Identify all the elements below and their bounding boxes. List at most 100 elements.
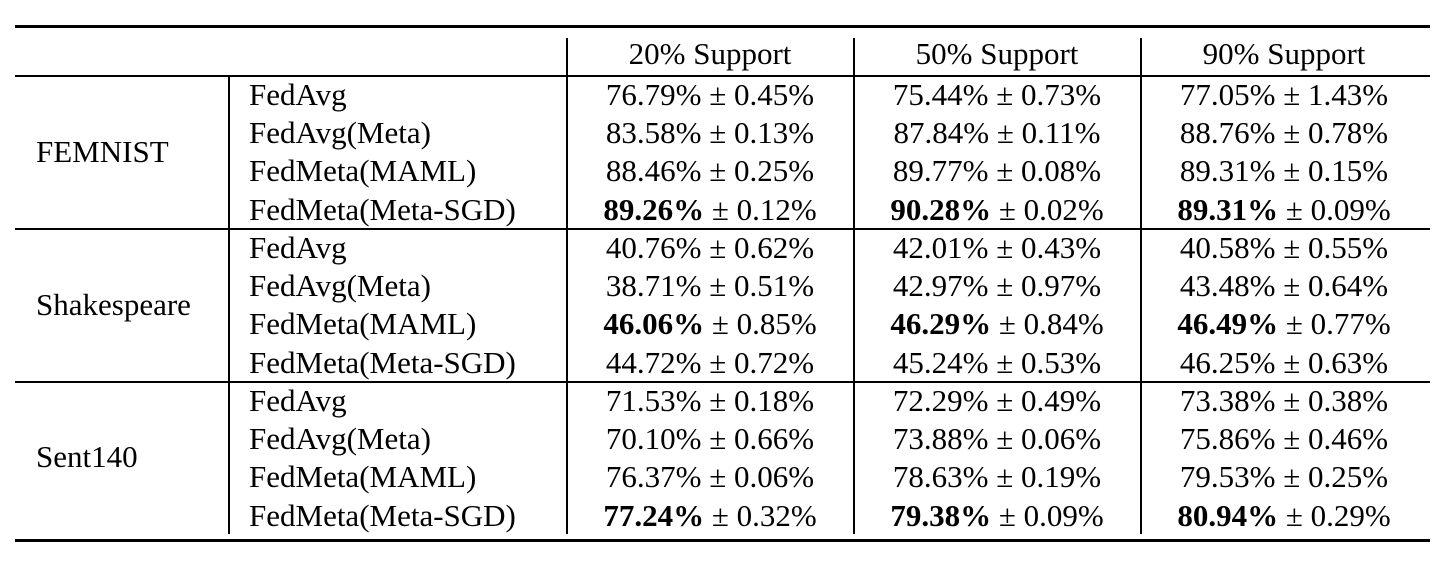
std-value: ± 0.77% [1285, 306, 1391, 341]
mean-value: 70.10% [605, 421, 702, 456]
mean-value: 89.31% [1179, 153, 1276, 188]
std-value: ± 0.32% [711, 498, 817, 533]
std-value: ± 0.08% [996, 153, 1102, 188]
mean-value: 71.53% [605, 383, 702, 418]
result-cell: 46.49% ± 0.77% [1177, 305, 1390, 343]
result-cell: 88.46% ± 0.25% [606, 152, 814, 190]
std-value: ± 0.62% [709, 230, 815, 265]
std-value: ± 0.55% [1283, 230, 1389, 265]
mean-value: 43.48% [1179, 268, 1276, 303]
std-value: ± 0.46% [1283, 421, 1389, 456]
column-divider [566, 38, 568, 534]
method-label: FedAvg [249, 230, 347, 265]
mean-value: 72.29% [892, 383, 989, 418]
method-label: FedMeta(Meta-SGD) [249, 192, 516, 227]
column-divider [1140, 38, 1142, 534]
std-value: ± 0.45% [709, 77, 815, 112]
result-cell: 89.26% ± 0.12% [603, 191, 816, 229]
result-cell: 80.94% ± 0.29% [1177, 497, 1390, 535]
method-label: FedMeta(Meta-SGD) [249, 345, 516, 380]
dataset-label: FEMNIST [36, 134, 169, 169]
column-divider [853, 38, 855, 534]
std-value: ± 0.11% [996, 115, 1101, 150]
mean-value: 46.25% [1179, 345, 1276, 380]
best-mean-value: 90.28% [890, 192, 992, 227]
column-header-90-support: 90% Support [1202, 36, 1366, 71]
method-label: FedMeta(MAML) [249, 459, 477, 494]
mean-value: 42.01% [892, 230, 989, 265]
result-cell: 89.77% ± 0.08% [893, 152, 1101, 190]
mean-value: 83.58% [605, 115, 702, 150]
best-mean-value: 77.24% [603, 498, 705, 533]
std-value: ± 0.06% [709, 459, 815, 494]
mean-value: 73.38% [1179, 383, 1276, 418]
result-cell: 75.44% ± 0.73% [893, 76, 1101, 114]
result-cell: 40.58% ± 0.55% [1180, 229, 1388, 267]
method-label: FedMeta(MAML) [249, 306, 477, 341]
std-value: ± 0.97% [996, 268, 1102, 303]
result-cell: 73.38% ± 0.38% [1180, 382, 1388, 420]
mean-value: 45.24% [892, 345, 989, 380]
column-header-20-support: 20% Support [628, 36, 792, 71]
mean-value: 40.58% [1179, 230, 1276, 265]
mean-value: 40.76% [605, 230, 702, 265]
method-label: FedAvg(Meta) [249, 115, 431, 150]
result-cell: 46.29% ± 0.84% [890, 305, 1103, 343]
result-cell: 38.71% ± 0.51% [606, 267, 814, 305]
std-value: ± 0.19% [996, 459, 1102, 494]
best-mean-value: 89.31% [1177, 192, 1279, 227]
result-cell: 46.06% ± 0.85% [603, 305, 816, 343]
method-label: FedMeta(MAML) [249, 153, 477, 188]
column-header-50-support: 50% Support [915, 36, 1079, 71]
result-cell: 76.79% ± 0.45% [606, 76, 814, 114]
mean-value: 44.72% [605, 345, 702, 380]
result-cell: 76.37% ± 0.06% [606, 458, 814, 496]
std-value: ± 0.66% [709, 421, 815, 456]
std-value: ± 0.43% [996, 230, 1102, 265]
result-cell: 70.10% ± 0.66% [606, 420, 814, 458]
best-mean-value: 79.38% [890, 498, 992, 533]
std-value: ± 0.09% [1285, 192, 1391, 227]
mean-value: 78.63% [892, 459, 989, 494]
std-value: ± 0.49% [996, 383, 1102, 418]
mean-value: 79.53% [1179, 459, 1276, 494]
best-mean-value: 46.06% [603, 306, 705, 341]
mean-value: 87.84% [893, 115, 990, 150]
method-label: FedAvg(Meta) [249, 268, 431, 303]
result-cell: 87.84% ± 0.11% [893, 114, 1100, 152]
best-mean-value: 89.26% [603, 192, 705, 227]
std-value: ± 0.09% [998, 498, 1104, 533]
std-value: ± 0.84% [998, 306, 1104, 341]
std-value: ± 0.12% [711, 192, 817, 227]
result-cell: 71.53% ± 0.18% [606, 382, 814, 420]
std-value: ± 0.13% [709, 115, 815, 150]
mean-value: 88.46% [605, 153, 702, 188]
result-cell: 79.38% ± 0.09% [890, 497, 1103, 535]
mean-value: 89.77% [892, 153, 989, 188]
result-cell: 73.88% ± 0.06% [893, 420, 1101, 458]
result-cell: 72.29% ± 0.49% [893, 382, 1101, 420]
result-cell: 40.76% ± 0.62% [606, 229, 814, 267]
dataset-label: Shakespeare [36, 287, 191, 322]
std-value: ± 0.53% [996, 345, 1102, 380]
std-value: ± 0.06% [996, 421, 1102, 456]
result-cell: 83.58% ± 0.13% [606, 114, 814, 152]
std-value: ± 0.15% [1283, 153, 1389, 188]
result-cell: 79.53% ± 0.25% [1180, 458, 1388, 496]
std-value: ± 1.43% [1283, 77, 1389, 112]
std-value: ± 0.72% [709, 345, 815, 380]
std-value: ± 0.63% [1283, 345, 1389, 380]
method-label: FedAvg [249, 77, 347, 112]
result-cell: 88.76% ± 0.78% [1180, 114, 1388, 152]
best-mean-value: 46.29% [890, 306, 992, 341]
mean-value: 88.76% [1179, 115, 1276, 150]
header-rule [15, 75, 1430, 77]
result-cell: 42.97% ± 0.97% [893, 267, 1101, 305]
group-rule [15, 228, 1430, 230]
group-rule [15, 381, 1430, 383]
mean-value: 75.86% [1179, 421, 1276, 456]
std-value: ± 0.78% [1283, 115, 1389, 150]
std-value: ± 0.38% [1283, 383, 1389, 418]
dataset-label: Sent140 [36, 439, 138, 474]
